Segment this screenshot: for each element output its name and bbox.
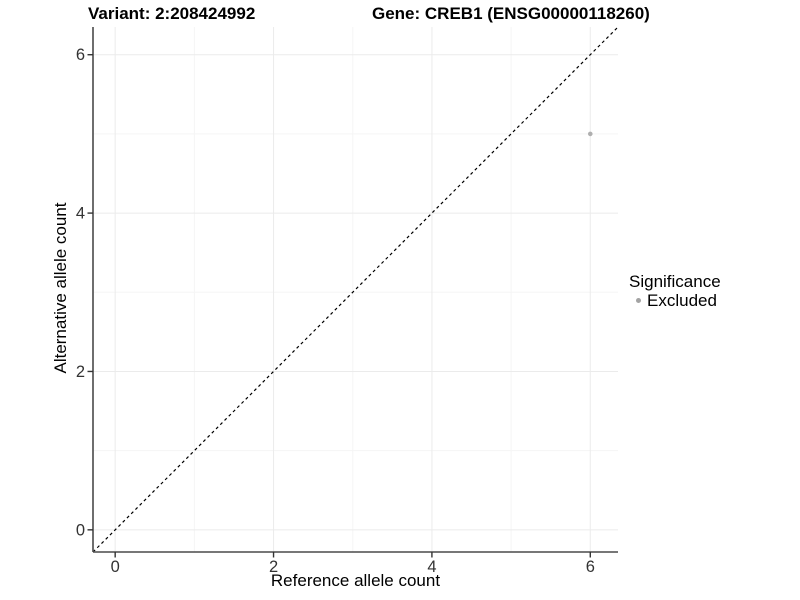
x-tick-label: 2 bbox=[269, 558, 278, 576]
legend-item-label: Excluded bbox=[647, 291, 717, 310]
legend-item-excluded: Excluded bbox=[629, 291, 721, 310]
legend-key-dot-icon bbox=[636, 298, 641, 303]
x-tick-label: 4 bbox=[427, 558, 436, 576]
x-tick-label: 6 bbox=[586, 558, 595, 576]
x-axis-title: Reference allele count bbox=[270, 571, 441, 590]
data-point bbox=[587, 131, 593, 137]
gridlines-major bbox=[93, 27, 618, 552]
y-tick-label: 2 bbox=[76, 363, 85, 381]
y-tick-label: 6 bbox=[76, 46, 85, 64]
plot-title-gene: Gene: CREB1 (ENSG00000118260) bbox=[372, 4, 650, 23]
data-points bbox=[587, 131, 593, 137]
identity-line bbox=[92, 26, 619, 553]
y-tick-label: 0 bbox=[76, 521, 85, 539]
legend: Significance Excluded bbox=[629, 272, 721, 310]
gridlines-minor bbox=[93, 27, 618, 552]
y-tick-label: 4 bbox=[76, 205, 85, 223]
y-axis-title: Alternative allele count bbox=[51, 202, 70, 374]
legend-title: Significance bbox=[629, 272, 721, 291]
axis-ticks: 0 2 4 6 0 2 4 6 bbox=[76, 46, 595, 576]
x-tick-label: 0 bbox=[111, 558, 120, 576]
plot-title-variant: Variant: 2:208424992 bbox=[88, 4, 256, 23]
